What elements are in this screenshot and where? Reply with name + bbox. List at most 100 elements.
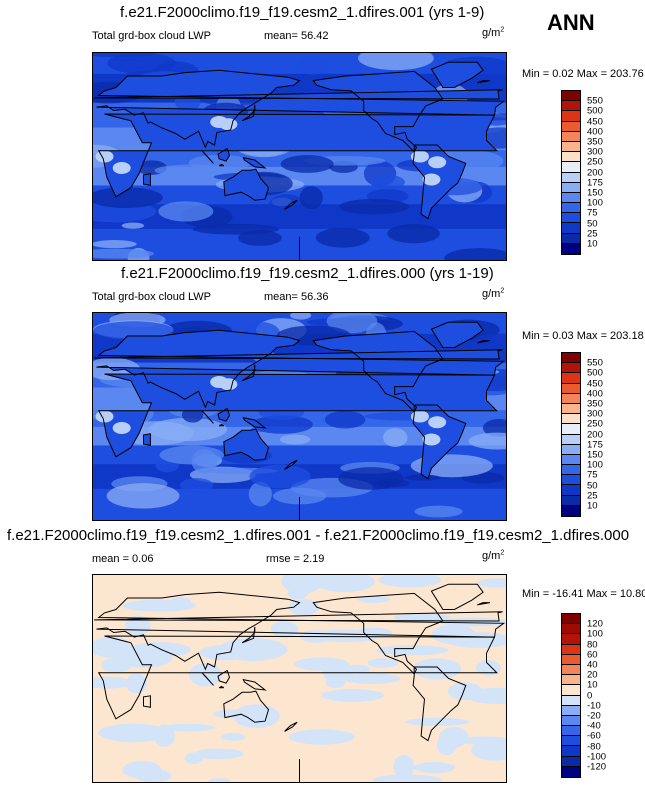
coastline <box>477 80 490 84</box>
lwp-blob <box>93 248 154 259</box>
colorbar-box <box>562 393 580 404</box>
coastline <box>312 70 444 153</box>
unit-label: g/m2 <box>482 26 504 39</box>
diff-blob <box>98 723 169 743</box>
lwp-blob <box>338 467 404 490</box>
lwp-max-spot <box>112 422 131 434</box>
diff-blob <box>169 596 192 610</box>
coastline <box>242 416 267 429</box>
diff-blob <box>287 588 308 600</box>
colorbar-tick-label: 60 <box>587 649 598 661</box>
diff-blob <box>475 660 502 676</box>
colorbar-tick-label: 20 <box>587 669 598 681</box>
diff-blob <box>471 740 506 761</box>
unit-text: g/m <box>482 27 501 39</box>
land-fill <box>431 322 484 348</box>
lwp-blob <box>180 478 214 493</box>
lwp-blob <box>387 223 440 244</box>
colorbar-tick-label: -10 <box>587 700 601 712</box>
colorbar-box <box>562 664 580 676</box>
diff-blob <box>378 575 442 588</box>
coastline <box>143 433 151 446</box>
left-label: Total grd-box cloud LWP <box>92 291 212 303</box>
lwp-blob <box>383 428 408 448</box>
map-svg <box>93 53 506 260</box>
coastline <box>430 321 484 348</box>
colorbar-tick-label: 175 <box>587 177 603 189</box>
colorbar-box <box>562 203 580 214</box>
colorbar-box <box>562 624 580 635</box>
coastline <box>217 669 231 684</box>
colorbar-box <box>562 746 580 757</box>
lwp-max-spot <box>95 150 114 163</box>
colorbar-tick-label: 500 <box>587 105 603 117</box>
colorbar-box <box>562 715 580 727</box>
colorbar-box <box>562 152 580 163</box>
colorbar-tick-label: 350 <box>587 136 603 148</box>
panel-title: f.e21.F2000climo.f19_f19.cesm2_1.dfires.… <box>7 527 630 544</box>
colorbar-tick-label: 300 <box>587 146 603 158</box>
diff-blob <box>412 658 462 680</box>
mid-label: mean= 56.36 <box>264 291 329 303</box>
colorbar-tick-label: 400 <box>587 126 603 138</box>
colorbar-tick-label: 150 <box>587 187 603 199</box>
lwp-blob <box>296 55 329 75</box>
colorbar-tick-label: 450 <box>587 378 603 390</box>
diff-blob <box>159 723 216 732</box>
coastline <box>242 156 267 169</box>
colorbar-tick-label: 40 <box>587 659 598 671</box>
colorbar-box <box>562 162 580 173</box>
diff-blob <box>436 734 458 756</box>
diff-blob <box>220 732 246 741</box>
colorbar-box <box>562 465 580 476</box>
coastline <box>143 173 151 186</box>
colorbar-tick-label: -80 <box>587 741 601 753</box>
unit-superscript: 2 <box>500 549 505 557</box>
land-fill <box>96 330 504 408</box>
lwp-max-spot <box>422 173 441 186</box>
diff-blob <box>367 658 399 668</box>
coastline <box>284 459 298 470</box>
colorbar <box>561 613 581 778</box>
diff-blob <box>281 575 324 594</box>
land-fill <box>218 408 230 422</box>
colorbar-box <box>562 363 580 374</box>
colorbar-box <box>562 634 580 645</box>
colorbar-tick-label: -60 <box>587 730 601 742</box>
map-svg <box>93 313 506 520</box>
min-max-label: Min = 0.02 Max = 203.76 <box>522 68 644 80</box>
lwp-blob <box>107 53 176 74</box>
coastline <box>217 407 231 422</box>
colorbar-tick-label: 50 <box>587 218 598 230</box>
lwp-blob <box>290 313 312 320</box>
coastline <box>223 428 270 461</box>
colorbar-tick-label: 10 <box>587 500 598 512</box>
left-label: Total grd-box cloud LWP <box>92 30 212 42</box>
diff-blob <box>313 575 376 593</box>
colorbar-box <box>562 766 580 777</box>
colorbar-tick-label: 25 <box>587 228 598 240</box>
coastline <box>217 147 231 162</box>
colorbar-tick-label: 150 <box>587 449 603 461</box>
lwp-blob <box>93 321 174 340</box>
coastline <box>201 150 214 164</box>
map-svg <box>93 575 506 782</box>
lwp-blob <box>121 222 145 229</box>
lwp-blob <box>370 174 406 190</box>
coastline <box>143 695 151 708</box>
coastline <box>430 583 484 610</box>
diff-blob <box>454 736 506 745</box>
diff-blob <box>393 613 451 622</box>
unit-text: g/m <box>482 550 501 562</box>
coastline <box>477 340 490 344</box>
colorbar-tick-label: 75 <box>587 469 598 481</box>
colorbar-box <box>562 705 580 716</box>
coastline <box>218 685 225 689</box>
colorbar-box <box>562 726 580 737</box>
colorbar-tick-label: 250 <box>587 156 603 168</box>
colorbar-box <box>562 454 580 466</box>
coastline <box>312 592 444 675</box>
lwp-blob <box>414 505 463 518</box>
coastline <box>477 602 490 606</box>
coastline <box>284 721 298 732</box>
